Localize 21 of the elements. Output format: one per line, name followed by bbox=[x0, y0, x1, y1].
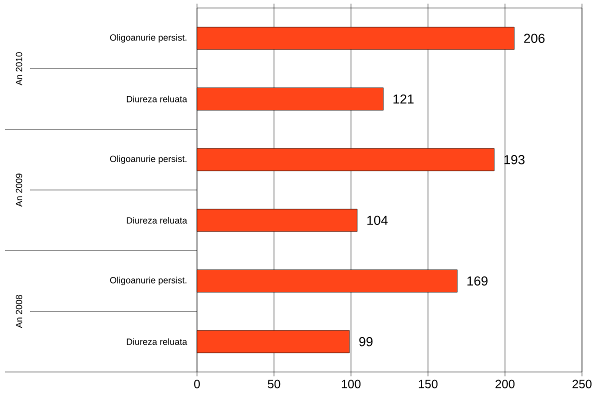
data-label: 121 bbox=[394, 94, 414, 104]
data-label: 99 bbox=[359, 337, 373, 346]
text: An 2008 bbox=[16, 294, 22, 328]
y-tick-label: Diureza reluata bbox=[126, 96, 188, 102]
x-tick-label: 250 bbox=[572, 380, 592, 388]
y-tick-label: Oligoanurie persist. bbox=[110, 155, 186, 164]
text: An 2009 bbox=[16, 174, 22, 207]
text: An 2010 bbox=[16, 52, 22, 86]
data-label: 193 bbox=[504, 155, 525, 164]
data-label: 169 bbox=[467, 276, 488, 286]
x-tick-label: 150 bbox=[418, 380, 438, 388]
y-tick-label: Oligoanurie persist. bbox=[110, 276, 186, 286]
y-tick-label: Diureza reluata bbox=[126, 338, 188, 345]
data-label: 206 bbox=[524, 34, 545, 43]
x-tick-label: 50 bbox=[268, 380, 280, 388]
x-tick-label: 200 bbox=[496, 380, 515, 388]
data-label: 104 bbox=[367, 216, 388, 225]
y-tick-label: Diureza reluata bbox=[126, 217, 188, 224]
x-tick-label: 100 bbox=[342, 380, 361, 388]
y-tick-label: Oligoanurie persist. bbox=[110, 34, 186, 43]
x-tick-label: 0 bbox=[194, 380, 200, 388]
